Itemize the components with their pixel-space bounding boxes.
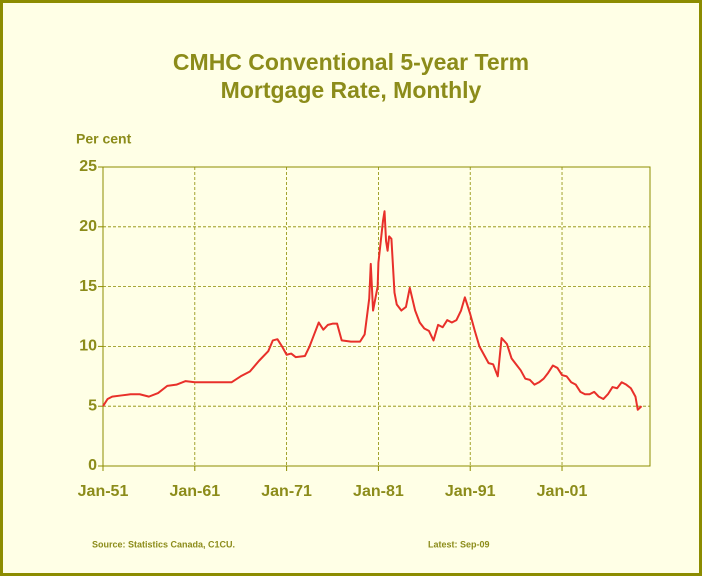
y-tick-label: 5 [88,397,97,414]
y-axis-label: Per cent [76,131,132,147]
x-tick-label: Jan-71 [261,483,312,500]
x-tick-label: Jan-91 [445,483,496,500]
y-tick-label: 25 [79,158,97,175]
chart-subtitle: Mortgage Rate, Monthly [221,77,482,103]
y-tick-label: 15 [79,278,97,295]
y-tick-label: 20 [79,218,97,235]
latest-note: Latest: Sep-09 [428,539,490,549]
data-line [102,210,643,411]
plot-area [102,166,651,467]
x-tick-label: Jan-61 [169,483,220,500]
x-tick-label: Jan-81 [353,483,404,500]
x-tick-label: Jan-51 [78,483,129,500]
x-tick-label: Jan-01 [537,483,588,500]
chart-title: CMHC Conventional 5-year Term [173,49,529,75]
y-tick-label: 0 [88,457,97,474]
y-tick-label: 10 [79,338,97,355]
source-note: Source: Statistics Canada, C1CU. [92,539,235,549]
